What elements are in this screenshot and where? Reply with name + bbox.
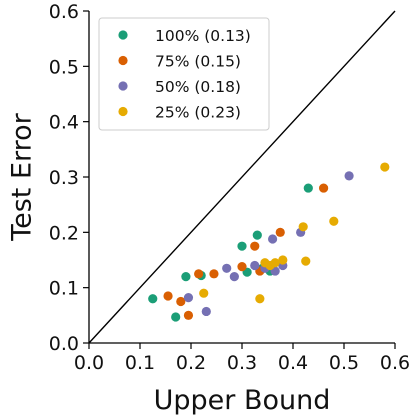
legend-box	[98, 17, 270, 131]
data-point	[303, 183, 313, 193]
y-ticks: 0.0 0.1 0.2 0.3 0.4 0.5 0.6	[49, 1, 89, 355]
data-point	[275, 227, 285, 237]
y-axis-label: Test Error	[7, 112, 38, 241]
y-tick-label: 0.2	[49, 222, 79, 244]
data-point	[380, 162, 390, 172]
data-point	[237, 241, 247, 251]
data-point	[199, 288, 209, 298]
legend-marker	[118, 81, 128, 91]
legend-label: 100% (0.13)	[155, 27, 251, 45]
x-tick-label: 0.1	[125, 352, 155, 374]
x-axis-label: Upper Bound	[154, 385, 331, 416]
x-tick-label: 0.6	[380, 352, 410, 374]
data-point	[183, 293, 194, 303]
data-point	[209, 269, 219, 279]
data-point	[278, 255, 288, 265]
y-tick-label: 0.5	[49, 56, 79, 78]
legend-marker	[118, 55, 128, 66]
data-point	[229, 272, 239, 282]
data-point	[148, 294, 158, 304]
data-point	[268, 234, 278, 244]
data-point	[301, 256, 311, 266]
x-tick-label: 0.5	[329, 352, 359, 374]
data-point	[222, 263, 232, 273]
data-point	[250, 260, 260, 271]
data-point	[201, 306, 211, 317]
data-point	[181, 272, 191, 282]
x-tick-label: 0.3	[227, 352, 257, 374]
data-point	[270, 258, 280, 268]
legend-label: 25% (0.23)	[155, 104, 241, 122]
data-point	[298, 222, 308, 232]
y-tick-label: 0.0	[49, 333, 79, 355]
data-point	[176, 296, 186, 307]
legend-marker	[118, 106, 128, 117]
data-point	[255, 294, 265, 304]
y-tick-label: 0.1	[49, 278, 79, 300]
data-point	[237, 262, 247, 272]
data-point	[194, 269, 204, 279]
x-tick-label: 0.2	[176, 352, 206, 374]
reference-line-group	[88, 10, 396, 344]
legend-label: 75% (0.15)	[155, 53, 241, 71]
data-point	[163, 291, 173, 301]
x-tick-label: 0.4	[278, 352, 308, 374]
legend-label: 50% (0.18)	[155, 78, 241, 96]
data-point	[171, 312, 181, 322]
y-tick-label: 0.3	[49, 167, 79, 189]
data-point	[319, 183, 329, 193]
data-point	[250, 241, 260, 251]
reference-line	[88, 10, 396, 344]
y-tick-label: 0.4	[49, 112, 79, 134]
y-tick-label: 0.6	[49, 1, 79, 23]
data-point	[183, 310, 194, 320]
x-ticks: 0.0 0.1 0.2 0.3 0.4 0.5 0.6	[74, 343, 410, 374]
data-point	[252, 230, 262, 240]
x-tick-label: 0.0	[74, 352, 104, 374]
legend-marker	[118, 30, 128, 40]
legend: 100% (0.13) 75% (0.15) 50% (0.18) 25% (0.23…	[98, 17, 270, 131]
data-points	[148, 162, 390, 322]
data-point	[329, 216, 339, 226]
data-point	[344, 171, 354, 181]
